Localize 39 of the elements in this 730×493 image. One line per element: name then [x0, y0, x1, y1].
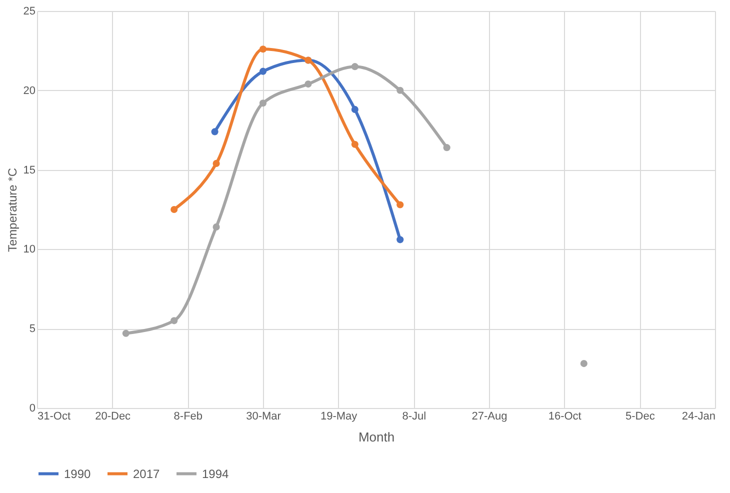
point	[396, 86, 404, 94]
point	[396, 201, 404, 208]
x-tick-label: 31-Oct	[38, 410, 71, 422]
point	[170, 317, 178, 324]
x-tick-label: 20-Dec	[95, 410, 132, 422]
y-tick-label: 20	[23, 84, 36, 97]
legend-label: 1994	[202, 466, 230, 481]
point	[351, 63, 358, 70]
point	[351, 140, 358, 148]
y-tick-label: 10	[23, 244, 36, 256]
point	[259, 100, 267, 107]
x-tick-label: 30-Mar	[246, 410, 282, 422]
y-axis-title: Temperature *C	[5, 168, 20, 252]
point	[396, 236, 404, 244]
y-tick-label: 25	[23, 6, 36, 18]
point	[304, 80, 312, 88]
x-tick-label: 27-Aug	[472, 410, 508, 422]
point	[122, 330, 130, 337]
y-tick-label: 15	[23, 164, 36, 176]
y-tick-label: 0	[29, 402, 36, 414]
x-tick-label: 8-Jul	[402, 410, 426, 422]
x-tick-label: 8-Feb	[174, 410, 203, 422]
x-axis-title: Month	[358, 430, 395, 444]
point	[212, 160, 220, 167]
point	[443, 144, 450, 152]
point	[170, 206, 178, 214]
y-tick-label: 5	[29, 323, 36, 336]
x-tick-label: 24-Jan	[682, 410, 716, 422]
point	[259, 68, 267, 75]
x-tick-label: 16-Oct	[548, 410, 582, 422]
legend-label: 2017	[133, 466, 160, 481]
legend-label: 1990	[64, 466, 92, 481]
point	[580, 360, 588, 368]
point	[259, 46, 267, 53]
x-tick-label: 19-May	[320, 410, 358, 422]
point	[212, 223, 220, 230]
point	[351, 106, 358, 113]
x-tick-label: 5-Dec	[625, 410, 656, 422]
point	[211, 128, 218, 136]
